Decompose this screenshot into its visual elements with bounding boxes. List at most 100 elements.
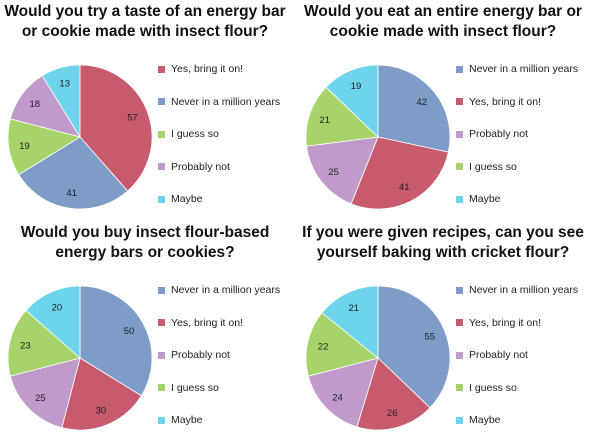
- legend-swatch: [158, 351, 165, 359]
- legend-item: I guess so: [456, 160, 517, 174]
- slice-value-label: 20: [52, 302, 63, 313]
- legend-swatch: [158, 98, 165, 105]
- chart-title: Would you try a taste of an energy bar o…: [4, 3, 286, 40]
- legend-label: Yes, bring it on!: [469, 95, 541, 108]
- slice-value-label: 23: [20, 341, 31, 352]
- legend-item: I guess so: [158, 127, 219, 141]
- slice-value-label: 30: [96, 406, 107, 417]
- pie-chart: 57 41 19 18 13: [7, 64, 153, 210]
- slice-value-label: 13: [59, 79, 70, 90]
- pie-slice: [7, 118, 82, 176]
- legend-item: Never in a million years: [456, 62, 578, 76]
- legend-item: Yes, bring it on!: [158, 62, 243, 76]
- legend-label: Yes, bring it on!: [171, 63, 243, 75]
- pie-slice: [321, 285, 379, 359]
- legend-swatch: [456, 319, 463, 326]
- legend-item: Maybe: [456, 413, 501, 427]
- pie-slice: [41, 64, 81, 139]
- pie-slice: [79, 285, 153, 397]
- legend-swatch: [158, 65, 165, 73]
- legend-item: Never in a million years: [456, 283, 578, 297]
- pie-chart-panel-3: Would you buy insect flour-based energy …: [0, 221, 297, 440]
- legend-swatch: [456, 286, 463, 294]
- slice-value-label: 21: [349, 303, 360, 314]
- legend-item: Never in a million years: [158, 283, 280, 297]
- legend-swatch: [456, 384, 463, 391]
- chart-title: Would you buy insect flour-based energy …: [20, 224, 270, 261]
- pie-slice: [306, 136, 379, 205]
- slice-value-label: 22: [318, 342, 329, 353]
- legend-swatch: [158, 195, 165, 203]
- pie-slice: [356, 357, 431, 431]
- legend-label: Yes, bring it on!: [469, 316, 541, 329]
- legend-label: Probably not: [171, 160, 230, 173]
- legend-swatch: [158, 130, 165, 138]
- legend-swatch: [456, 98, 463, 105]
- slice-value-label: 25: [328, 167, 339, 178]
- pie-chart-panel-4: If you were given recipes, can you see y…: [298, 221, 595, 440]
- legend-label: I guess so: [171, 128, 219, 140]
- legend-label: Maybe: [171, 414, 203, 426]
- legend-item: Probably not: [158, 348, 230, 362]
- legend-swatch: [456, 65, 463, 73]
- legend-swatch: [456, 351, 463, 359]
- legend-item: Probably not: [158, 160, 230, 174]
- pie-slice: [7, 309, 81, 377]
- pie-slice: [305, 86, 379, 147]
- legend-item: Maybe: [158, 192, 203, 206]
- legend-item: I guess so: [158, 381, 219, 395]
- legend-label: Never in a million years: [171, 284, 281, 296]
- legend-item: Probably not: [456, 348, 528, 362]
- slice-value-label: 19: [19, 141, 30, 152]
- legend-label: Never in a million years: [469, 284, 579, 296]
- pie-slice: [377, 285, 451, 409]
- legend-item: Yes, bring it on!: [158, 316, 243, 330]
- slice-value-label: 19: [351, 81, 362, 92]
- pie-chart-panel-2: Would you eat an entire energy bar or co…: [298, 0, 595, 219]
- slice-value-label: 42: [416, 97, 427, 108]
- legend-swatch: [456, 130, 463, 138]
- pie-slice: [9, 357, 81, 429]
- pie-slice: [307, 357, 379, 428]
- legend-label: Maybe: [469, 193, 501, 205]
- legend-swatch: [158, 416, 165, 424]
- pie-chart: 42 41 25 21 19: [305, 64, 451, 210]
- pie-chart: 55 26 24 22 21: [305, 285, 451, 431]
- pie-slice: [25, 285, 81, 359]
- legend-label: I guess so: [171, 381, 219, 394]
- slice-value-label: 18: [30, 99, 41, 110]
- pie-slice: [18, 136, 129, 210]
- pie-slice: [61, 357, 142, 431]
- chart-title: Would you eat an entire energy bar or co…: [304, 3, 582, 40]
- legend-item: Never in a million years: [158, 95, 280, 109]
- pie-slice: [325, 64, 379, 138]
- legend-label: Maybe: [469, 414, 501, 426]
- legend-item: Yes, bring it on!: [456, 316, 541, 330]
- slice-value-label: 26: [387, 408, 398, 419]
- legend-swatch: [158, 163, 165, 170]
- slice-value-label: 21: [319, 115, 330, 126]
- legend-item: Probably not: [456, 127, 528, 141]
- legend-item: I guess so: [456, 381, 517, 395]
- slice-value-label: 57: [127, 113, 138, 124]
- slice-value-label: 41: [66, 188, 77, 199]
- slice-value-label: 55: [424, 332, 435, 343]
- legend-swatch: [456, 163, 463, 170]
- legend-item: Maybe: [158, 413, 203, 427]
- pie-slice: [79, 64, 153, 192]
- legend-item: Yes, bring it on!: [456, 95, 541, 109]
- legend-swatch: [456, 416, 463, 424]
- legend-swatch: [158, 319, 165, 326]
- legend-label: Probably not: [469, 349, 528, 361]
- pie-slice: [350, 136, 449, 210]
- legend-label: Never in a million years: [171, 95, 281, 108]
- slice-value-label: 50: [124, 326, 135, 337]
- legend-swatch: [158, 286, 165, 294]
- slice-value-label: 41: [399, 182, 410, 193]
- slice-value-label: 24: [332, 392, 343, 403]
- legend-label: I guess so: [469, 381, 517, 394]
- pie-chart-panel-1: Would you try a taste of an energy bar o…: [0, 0, 297, 219]
- legend-label: Never in a million years: [469, 63, 579, 75]
- slice-value-label: 25: [35, 393, 46, 404]
- legend-item: Maybe: [456, 192, 501, 206]
